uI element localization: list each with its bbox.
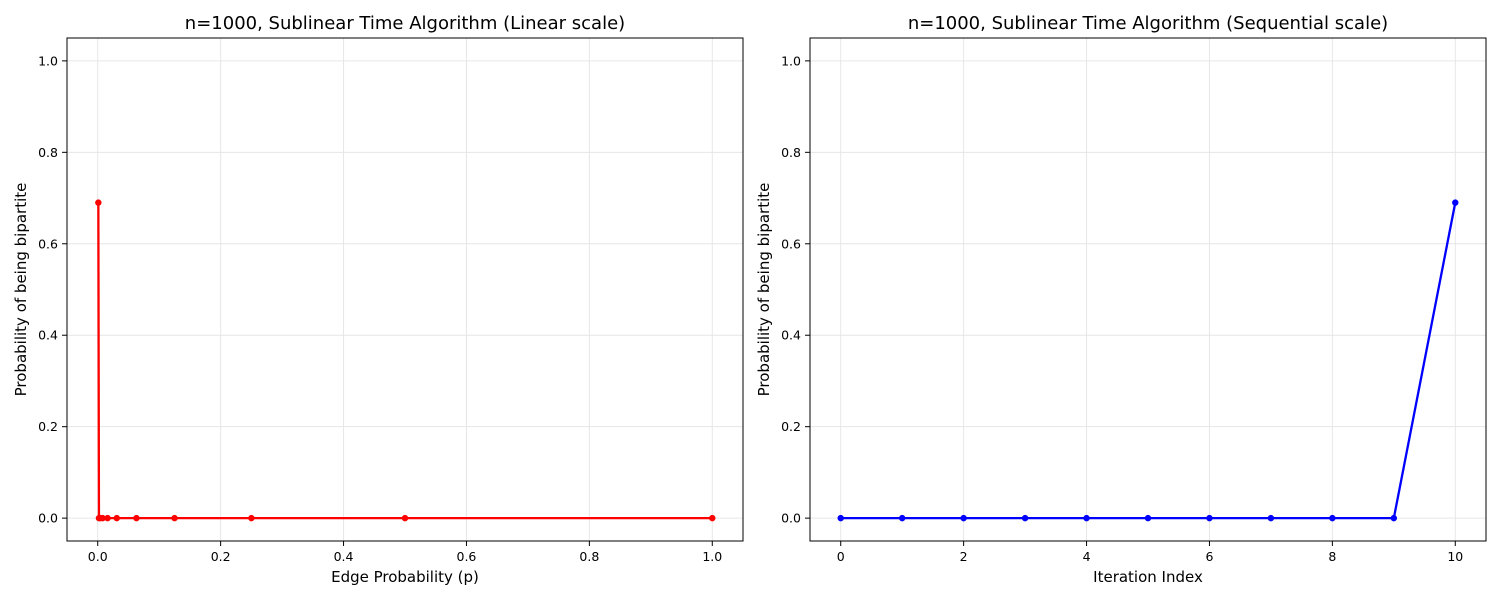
chart-linear-scale: 0.0 0.2 0.4 0.6 0.8 1.0 0.0 0.2 0.4 0.6 0.8 1.0 n=10… — [12, 13, 744, 586]
y-tick-label: 0.4 — [38, 328, 58, 343]
y-axis-label: Probability of being bipartite — [12, 183, 30, 397]
data-point — [709, 514, 716, 522]
data-point — [1329, 514, 1336, 522]
x-tick-label: 10 — [1447, 549, 1463, 564]
x-tick-label: 2 — [960, 549, 968, 564]
x-tick-label: 0.6 — [457, 549, 477, 564]
x-tick-label: 4 — [1083, 549, 1091, 564]
data-point — [837, 514, 844, 522]
y-tick-label: 0.2 — [38, 419, 58, 434]
series-line — [97, 202, 713, 520]
y-axis-label: Probability of being bipartite — [755, 183, 773, 397]
chart-sequential-scale: 0 2 4 6 8 10 0.0 0.2 0.4 0.6 0.8 1.0 n=1000, Subline… — [755, 13, 1487, 586]
y-tick-label: 0.8 — [38, 145, 58, 160]
data-point — [1452, 199, 1459, 206]
y-tick-label: 1.0 — [781, 53, 801, 68]
x-axis-label: Edge Probability (p) — [331, 568, 479, 586]
y-tick-label: 0.4 — [781, 328, 801, 343]
data-point — [248, 514, 255, 522]
data-point — [95, 199, 102, 206]
y-tick-label: 0.2 — [781, 419, 801, 434]
x-tick-label: 0.0 — [88, 549, 108, 564]
x-tick-label: 0.8 — [579, 549, 599, 564]
y-tick-label: 0.6 — [38, 236, 58, 251]
plot-frame — [809, 37, 1487, 542]
chart-title: n=1000, Sublinear Time Algorithm (Sequen… — [908, 13, 1388, 34]
data-point — [960, 514, 967, 522]
plot-frame — [66, 37, 744, 542]
data-point — [1083, 514, 1090, 522]
y-tick-label: 0.8 — [781, 145, 801, 160]
data-point — [401, 514, 409, 522]
y-tick-label: 0.0 — [781, 511, 801, 526]
x-tick-label: 1.0 — [702, 549, 722, 564]
data-point — [1390, 514, 1398, 522]
y-tick-label: 0.0 — [38, 511, 58, 526]
x-axis-label: Iteration Index — [1093, 568, 1203, 586]
data-point — [133, 514, 140, 522]
x-tick-label: 8 — [1328, 549, 1336, 564]
data-point — [1206, 514, 1213, 522]
series-line — [840, 202, 1457, 520]
data-point — [1144, 514, 1152, 522]
data-point — [1267, 514, 1275, 522]
data-point — [1021, 514, 1029, 522]
data-point — [99, 514, 106, 522]
data-point — [104, 514, 111, 522]
data-point — [113, 514, 120, 522]
chart-title: n=1000, Sublinear Time Algorithm (Linear… — [185, 13, 625, 34]
y-tick-label: 1.0 — [38, 53, 58, 68]
x-tick-label: 6 — [1205, 549, 1213, 564]
x-tick-label: 0.2 — [211, 549, 231, 564]
x-tick-label: 0.4 — [334, 549, 354, 564]
data-point — [171, 514, 178, 522]
data-point — [898, 514, 906, 522]
x-tick-label: 0 — [837, 549, 845, 564]
y-tick-label: 0.6 — [781, 236, 801, 251]
